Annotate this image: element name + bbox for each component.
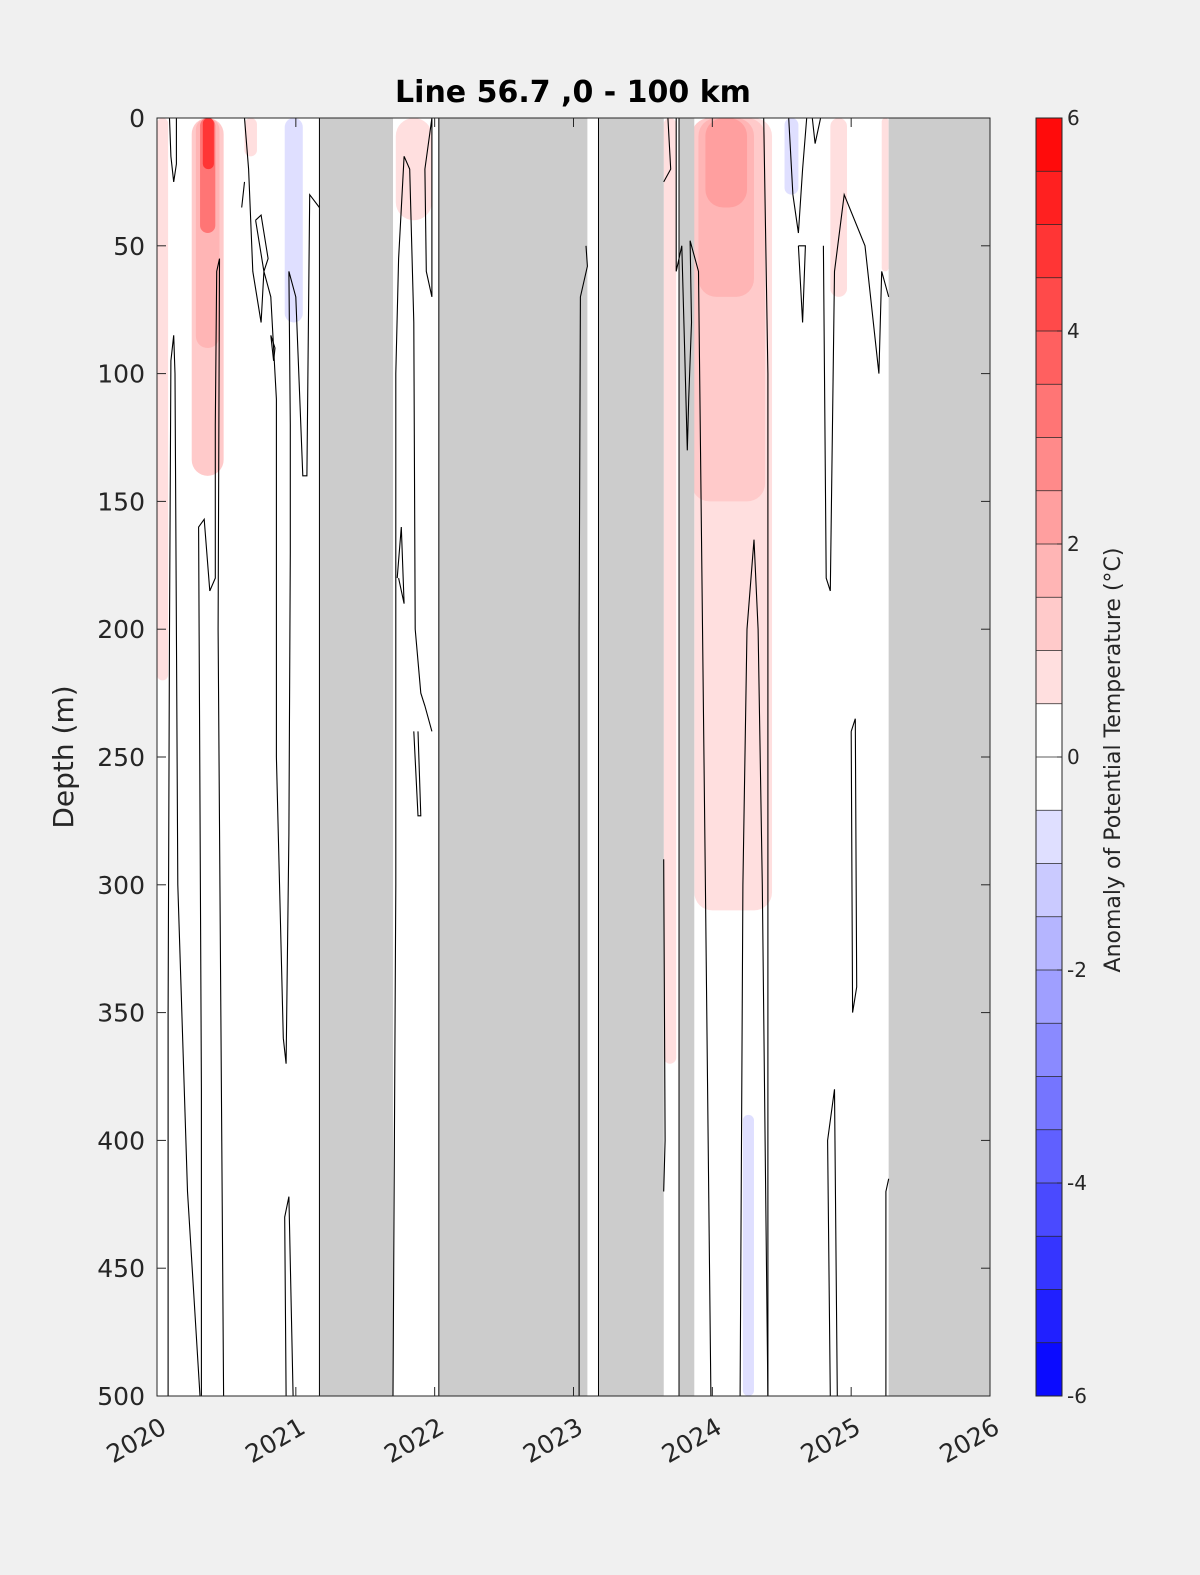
zero-contour-line [763,117,769,1396]
zero-contour-line [739,539,769,1397]
y-tick-label: 200 [97,615,145,644]
colorbar-label: Anomaly of Potential Temperature (°C) [1101,548,1126,973]
zero-contour-line [392,156,433,1397]
anomaly-patch [395,118,432,221]
chart-title: Line 56.7 ,0 - 100 km [395,75,751,110]
anomaly-patch [742,1114,754,1396]
zero-contour-line [885,1178,890,1396]
zero-contour-line [424,117,433,298]
colorbar-tick-label: -4 [1067,1171,1087,1195]
anomaly-patch [705,118,748,208]
colorbar-segment [1036,970,1062,1024]
colorbar-tick-label: -6 [1067,1384,1087,1408]
colorbar-segment [1036,1289,1062,1344]
y-axis-ticks: 0 50 100 150 200 250 300 350 400 450 500 [97,104,990,1411]
zero-contour-line [396,526,405,604]
colorbar-segment [1036,490,1062,545]
colorbar-tick-label: 2 [1067,532,1080,556]
colorbar-tick-label: 4 [1067,319,1080,343]
zero-contour-line [822,192,890,592]
no-data-band [679,118,695,1396]
colorbar-tick-label: 0 [1067,745,1080,769]
colorbar-segment [1036,1183,1062,1237]
x-tick-label: 2026 [935,1412,1005,1469]
zero-contour-line [811,117,822,144]
x-tick-label: 2023 [518,1412,588,1469]
no-data-band [598,118,664,1396]
zero-contour-line [797,245,806,323]
anomaly-patch [784,118,799,195]
y-tick-label: 50 [113,232,145,261]
colorbar-segment [1036,1236,1062,1290]
colorbar-segment [1036,277,1062,332]
colorbar-segment [1036,703,1062,758]
colorbar-segment [1036,1023,1062,1077]
no-data-band [888,118,990,1396]
anomaly-patch [244,118,257,157]
x-tick-label: 2025 [796,1412,866,1469]
colorbar-segment [1036,650,1062,705]
anomaly-patch [202,118,214,170]
no-data-band [319,118,394,1396]
zero-contour-line [675,118,712,1397]
anomaly-patch [663,118,677,1064]
colorbar-segment [1036,331,1062,385]
colorbar-segment [1036,1076,1062,1131]
zero-contour-line [270,335,276,361]
y-tick-label: 450 [97,1254,145,1283]
zero-contour-line [168,117,177,182]
zero-contour-line [241,181,246,208]
colorbar-tick-label: -2 [1067,958,1087,982]
zero-contour-line [413,731,422,817]
zero-contour-line [788,117,808,234]
zero-contour-line [827,1089,838,1397]
x-tick-label: 2021 [240,1412,310,1469]
zero-contour-line [663,859,666,1192]
zero-contour-line [198,258,225,1397]
colorbar-segment [1036,916,1062,971]
colorbar-tick-label: 6 [1067,106,1080,130]
colorbar-segment [1036,1342,1062,1397]
y-tick-label: 250 [97,743,145,772]
y-tick-label: 500 [97,1382,145,1411]
zero-contour-line [663,117,672,183]
zero-contour-line [255,213,269,272]
colorbar-segment [1036,171,1062,225]
colorbar-segment [1036,1129,1062,1184]
colorbar-segment [1036,810,1062,864]
anomaly-patch [830,118,848,297]
y-tick-label: 400 [97,1126,145,1155]
colorbar-segment [1036,544,1062,598]
y-tick-label: 350 [97,999,145,1028]
colorbar-segment [1036,757,1062,811]
colorbar: 6 4 2 0 -2 -4 -6 [1035,106,1087,1408]
y-tick-label: 300 [97,871,145,900]
anomaly-patch [881,118,889,272]
colorbar-segment [1036,118,1062,172]
y-tick-label: 150 [97,487,145,516]
x-tick-label: 2020 [102,1412,172,1469]
anomaly-patch [284,118,303,323]
y-axis-label: Depth (m) [47,685,80,828]
plot-area [156,117,991,1397]
y-tick-label: 100 [97,360,145,389]
zero-contour-line [243,117,320,1064]
x-tick-label: 2024 [657,1412,727,1469]
colorbar-segment [1036,863,1062,918]
colorbar-segment [1036,597,1062,651]
zero-contour-line [167,335,201,1397]
no-data-band [438,118,588,1396]
colorbar-segment [1036,437,1062,492]
x-tick-label: 2022 [379,1412,449,1469]
zero-contour-line [850,718,858,1013]
zero-contour-line [578,245,588,1396]
anomaly-patch [157,118,169,681]
colorbar-segment [1036,384,1062,438]
y-tick-label: 0 [129,104,145,133]
colorbar-segment [1036,224,1062,279]
